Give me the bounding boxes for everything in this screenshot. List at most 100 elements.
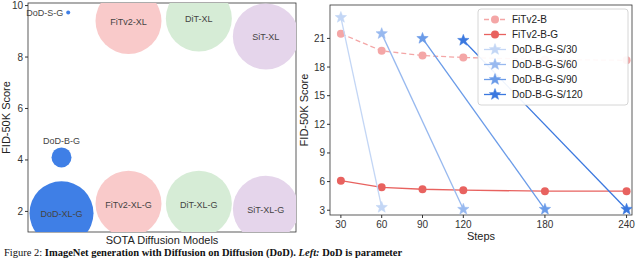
marker bbox=[623, 187, 631, 195]
tick-label: 12 bbox=[314, 119, 326, 130]
legend-label: DoD-B-G-S/120 bbox=[512, 89, 583, 100]
marker bbox=[489, 44, 500, 55]
legend-label: DoD-B-G-S/90 bbox=[512, 74, 577, 85]
tick bbox=[340, 215, 341, 218]
tick-label: 30 bbox=[335, 219, 347, 230]
series-line bbox=[382, 34, 464, 210]
tick bbox=[463, 215, 464, 218]
tick bbox=[327, 95, 330, 96]
marker bbox=[459, 54, 467, 62]
y-axis-label: FID-50K Score bbox=[298, 74, 310, 147]
legend-label: FiTv2-B-G bbox=[512, 29, 558, 40]
tick bbox=[626, 215, 627, 218]
tick-label: 2 bbox=[17, 206, 23, 217]
bubble bbox=[96, 171, 162, 232]
marker bbox=[489, 59, 500, 70]
tick bbox=[25, 159, 28, 160]
tick-label: 180 bbox=[537, 219, 554, 230]
series-line bbox=[341, 17, 382, 207]
tick bbox=[327, 67, 330, 68]
tick bbox=[25, 5, 28, 6]
axes: 3 6 9 12 15 18 21 30 60 90 120 180 240 Steps FID-50K S… bbox=[298, 5, 635, 242]
tick bbox=[544, 215, 545, 218]
marker bbox=[337, 177, 345, 185]
marker bbox=[419, 52, 427, 60]
bubble bbox=[52, 147, 72, 167]
tick bbox=[327, 124, 330, 125]
tick-label: 3 bbox=[319, 205, 325, 216]
marker bbox=[491, 16, 499, 24]
bubble bbox=[96, 3, 162, 54]
legend-label: DoD-B-G-S/30 bbox=[512, 44, 577, 55]
point-label: DoD-S-G bbox=[26, 8, 63, 18]
legend: FiTv2-B FiTv2-B-G DoD-B-G-S/30 DoD-B-G-S/60… bbox=[478, 9, 628, 105]
marker bbox=[489, 89, 500, 100]
y-axis-label: FID-50K Score bbox=[0, 81, 12, 154]
point-label: SiT-XL bbox=[252, 32, 279, 42]
bubble bbox=[233, 176, 296, 232]
point-label: FiTv2-XL bbox=[110, 17, 147, 27]
series-line bbox=[341, 181, 627, 192]
tick bbox=[327, 210, 330, 211]
bubble bbox=[166, 171, 232, 232]
marker bbox=[417, 32, 428, 43]
marker bbox=[541, 187, 549, 195]
bubble bbox=[166, 3, 232, 51]
tick-label: 9 bbox=[319, 147, 325, 158]
tick-label: 60 bbox=[376, 219, 388, 230]
caption-part: ImageNet generation with Diffusion on Di… bbox=[42, 247, 296, 258]
marker bbox=[378, 47, 386, 55]
caption-part: Left: bbox=[296, 247, 320, 258]
marker bbox=[459, 186, 467, 194]
marker bbox=[458, 203, 469, 214]
tick-label: 18 bbox=[314, 62, 326, 73]
tick bbox=[422, 215, 423, 218]
marker bbox=[491, 31, 499, 39]
point-label: DoD-B-G bbox=[43, 136, 80, 146]
tick bbox=[327, 38, 330, 39]
marker bbox=[539, 203, 550, 214]
point-label: FiTv2-XL-G bbox=[105, 200, 152, 210]
tick bbox=[25, 211, 28, 212]
frame bbox=[330, 5, 632, 215]
tick-label: 15 bbox=[314, 90, 326, 101]
tick-label: 90 bbox=[417, 219, 429, 230]
marker bbox=[621, 203, 632, 214]
marker bbox=[335, 11, 346, 22]
caption-part: Figure 2: bbox=[4, 247, 42, 258]
legend-label: FiTv2-B bbox=[512, 14, 547, 25]
point-label: SiT-XL-G bbox=[247, 205, 284, 215]
bubble bbox=[66, 11, 70, 15]
plot-area bbox=[30, 3, 297, 232]
legend-label: DoD-B-G-S/60 bbox=[512, 59, 577, 70]
tick-label: 120 bbox=[455, 219, 472, 230]
point-label: DoD-XL-G bbox=[40, 209, 82, 219]
tick-label: 6 bbox=[319, 176, 325, 187]
tick bbox=[327, 181, 330, 182]
tick bbox=[381, 215, 382, 218]
tick bbox=[25, 108, 28, 109]
tick bbox=[327, 152, 330, 153]
tick-label: 21 bbox=[314, 33, 326, 44]
tick-label: 8 bbox=[17, 52, 23, 63]
marker bbox=[376, 28, 387, 39]
tick bbox=[25, 57, 28, 58]
point-labels: DoD-S-G FiTv2-XL DiT-XL SiT-XL DoD-B-G DoD-XL… bbox=[26, 8, 284, 220]
point-label: DiT-XL-G bbox=[180, 200, 218, 210]
legend-box bbox=[478, 9, 628, 105]
tick-label: 6 bbox=[17, 103, 23, 114]
point-label: DiT-XL bbox=[185, 14, 213, 24]
bubble bbox=[30, 181, 94, 232]
marker bbox=[489, 74, 500, 85]
x-axis-label: Steps bbox=[467, 230, 496, 242]
x-axis-label: SOTA Diffusion Models bbox=[106, 234, 219, 246]
marker bbox=[376, 201, 387, 212]
caption: Figure 2: ImageNet generation with Diffu… bbox=[4, 247, 402, 258]
tick-label: 240 bbox=[618, 219, 635, 230]
tick-label: 4 bbox=[17, 154, 23, 165]
bubble bbox=[233, 3, 296, 69]
marker bbox=[458, 34, 469, 45]
tick-label: 10 bbox=[12, 0, 24, 11]
marker bbox=[378, 183, 386, 191]
caption-part: DoD is parameter bbox=[320, 247, 403, 258]
